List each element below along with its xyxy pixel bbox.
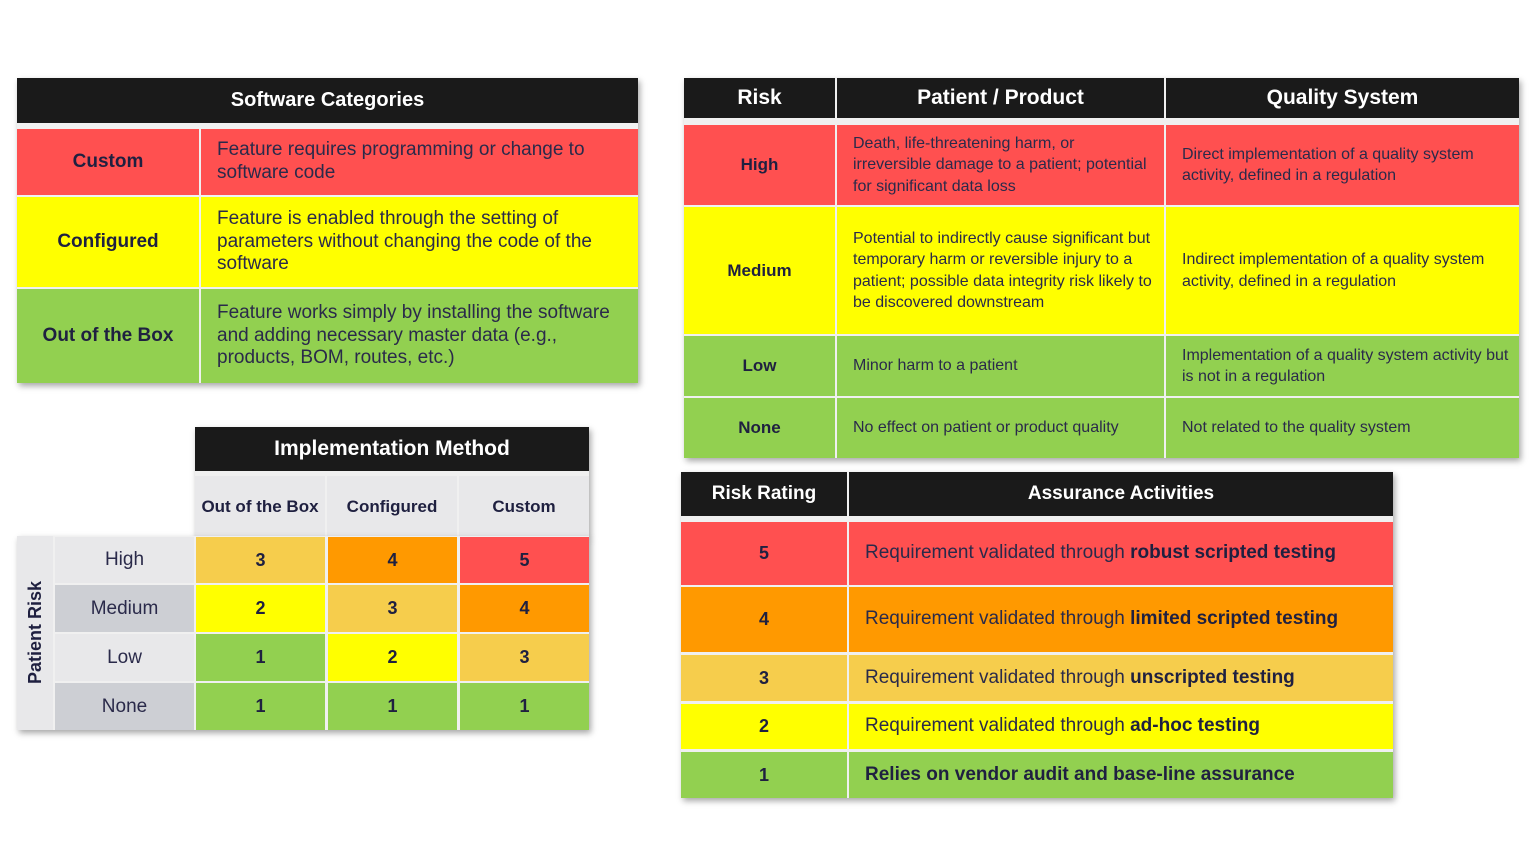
rating-1: 1 (681, 752, 847, 798)
activity-2: Requirement validated through ad-hoc tes… (849, 704, 1393, 749)
matrix-cell-low-ootb: 1 (196, 634, 325, 681)
quality-system-high: Direct implementation of a quality syste… (1166, 125, 1519, 205)
activity-5-emphasis: robust scripted testing (1130, 542, 1336, 564)
patient-product-medium: Potential to indirectly cause significan… (837, 207, 1164, 334)
rating-5: 5 (681, 522, 847, 585)
patient-risk-label: Patient Risk (24, 581, 45, 685)
matrix-cell-none-configured: 1 (328, 683, 457, 730)
category-desc-custom: Feature requires programming or change t… (201, 129, 638, 195)
quality-system-low: Implementation of a quality system activ… (1166, 336, 1519, 396)
activity-2-emphasis: ad-hoc testing (1130, 715, 1260, 737)
patient-product-low: Minor harm to a patient (837, 336, 1164, 396)
rating-3: 3 (681, 655, 847, 701)
patient-risk-axis: Patient Risk (17, 536, 53, 730)
implementation-risk-matrix: Implementation Method Out of the Box Con… (17, 427, 589, 730)
activity-3: Requirement validated through unscripted… (849, 655, 1393, 701)
risk-label-low: Low (684, 336, 835, 396)
column-custom: Custom (459, 476, 589, 537)
header-assurance-activities: Assurance Activities (849, 472, 1393, 516)
matrix-cell-low-configured: 2 (328, 634, 457, 681)
implementation-method-header-block: Implementation Method Out of the Box Con… (195, 427, 589, 537)
column-configured: Configured (327, 476, 457, 537)
rating-2: 2 (681, 704, 847, 749)
risk-label-none: None (684, 398, 835, 458)
activity-4-emphasis: limited scripted testing (1130, 608, 1339, 630)
matrix-cell-high-configured: 4 (328, 537, 457, 583)
risk-definition-table: Risk Patient / Product Quality System Hi… (684, 78, 1519, 458)
quality-system-medium: Indirect implementation of a quality sys… (1166, 207, 1519, 334)
quality-system-none: Not related to the quality system (1166, 398, 1519, 458)
patient-product-none: No effect on patient or product quality (837, 398, 1164, 458)
row-label-low: Low (55, 634, 194, 681)
matrix-cell-none-ootb: 1 (196, 683, 325, 730)
activity-4-prefix: Requirement validated through (865, 608, 1131, 630)
header-risk-rating: Risk Rating (681, 472, 847, 516)
risk-label-high: High (684, 125, 835, 205)
activity-5: Requirement validated through robust scr… (849, 522, 1393, 585)
rating-4: 4 (681, 587, 847, 652)
matrix-cell-medium-custom: 4 (460, 585, 589, 632)
matrix-grid-block: Patient Risk High 3 4 5 Medium 2 3 4 Low… (17, 536, 589, 730)
activity-4: Requirement validated through limited sc… (849, 587, 1393, 652)
matrix-cell-medium-configured: 3 (328, 585, 457, 632)
software-categories-table: Software Categories Custom Feature requi… (17, 78, 638, 383)
activity-5-prefix: Requirement validated through (865, 542, 1131, 564)
assurance-activities-table: Risk Rating Assurance Activities 5 Requi… (681, 472, 1393, 798)
matrix-cell-medium-ootb: 2 (196, 585, 325, 632)
row-label-none: None (55, 683, 194, 730)
header-quality-system: Quality System (1166, 78, 1519, 118)
activity-2-prefix: Requirement validated through (865, 715, 1131, 737)
matrix-cell-high-ootb: 3 (196, 537, 325, 583)
activity-3-prefix: Requirement validated through (865, 666, 1131, 688)
row-label-high: High (55, 537, 194, 583)
activity-1: Relies on vendor audit and base-line ass… (849, 752, 1393, 798)
matrix-cell-high-custom: 5 (460, 537, 589, 583)
category-label-configured: Configured (17, 197, 199, 287)
header-risk: Risk (684, 78, 835, 118)
implementation-method-title: Implementation Method (195, 427, 589, 471)
matrix-cell-none-custom: 1 (460, 683, 589, 730)
category-desc-out-of-the-box: Feature works simply by installing the s… (201, 289, 638, 383)
category-label-custom: Custom (17, 129, 199, 195)
row-label-medium: Medium (55, 585, 194, 632)
activity-3-emphasis: unscripted testing (1130, 666, 1295, 688)
activity-1-emphasis: Relies on vendor audit and base-line ass… (865, 763, 1295, 785)
column-out-of-the-box: Out of the Box (195, 476, 325, 537)
category-desc-configured: Feature is enabled through the setting o… (201, 197, 638, 287)
category-label-out-of-the-box: Out of the Box (17, 289, 199, 383)
risk-label-medium: Medium (684, 207, 835, 334)
matrix-cell-low-custom: 3 (460, 634, 589, 681)
patient-product-high: Death, life-threatening harm, or irrever… (837, 125, 1164, 205)
software-categories-title: Software Categories (17, 78, 638, 123)
header-patient-product: Patient / Product (837, 78, 1164, 118)
